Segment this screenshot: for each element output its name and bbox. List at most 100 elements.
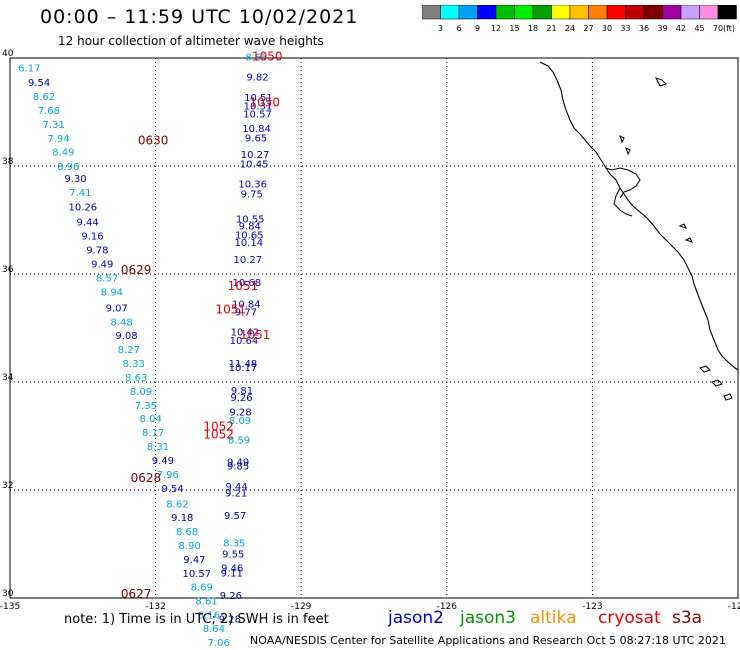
lat-tick-label: 32 bbox=[2, 481, 13, 491]
wave-height-value: 8.48 bbox=[110, 317, 132, 328]
wave-height-value: 8.27 bbox=[118, 345, 140, 356]
units-note: note: 1) Time is in UTC; 2) SWH is in fe… bbox=[64, 612, 329, 627]
legend-jason2: jason2 bbox=[388, 608, 444, 628]
wave-height-value: 9.81 bbox=[231, 386, 253, 397]
wave-height-value: 9.49 bbox=[227, 458, 249, 469]
wave-height-value: 9.21 bbox=[225, 488, 247, 499]
colorbar-swatch bbox=[514, 5, 534, 20]
channel-islands bbox=[678, 223, 733, 401]
colorbar-swatch bbox=[440, 5, 460, 20]
pass-time-label: 1051 bbox=[228, 279, 259, 293]
colorbar-tick-label: 70 bbox=[713, 24, 723, 33]
wave-height-value: 10.27 bbox=[241, 150, 270, 161]
wave-height-value: 7.41 bbox=[69, 188, 91, 199]
wave-height-value: 9.26 bbox=[230, 393, 252, 404]
wave-height-value: 10.42 bbox=[231, 328, 260, 339]
pass-time-label: 1052 bbox=[203, 428, 234, 442]
wave-height-value: 8.33 bbox=[123, 359, 145, 370]
colorbar-swatch bbox=[625, 5, 645, 20]
wave-height-value: 9.57 bbox=[224, 511, 246, 522]
wave-height-value: 8.69 bbox=[191, 582, 213, 593]
wave-height-value: 8.09 bbox=[130, 387, 152, 398]
wave-height-value: 9.65 bbox=[245, 134, 267, 145]
wave-height-value: 9.11 bbox=[221, 568, 243, 579]
colorbar-tick-label: 6 bbox=[456, 24, 461, 33]
wave-height-value: 8.59 bbox=[228, 436, 250, 447]
wave-height-value: 9.49 bbox=[152, 456, 174, 467]
credit-line: NOAA/NESDIS Center for Satellite Applica… bbox=[250, 634, 726, 647]
lat-tick-label: 34 bbox=[2, 373, 14, 383]
wave-height-value: 9.44 bbox=[226, 482, 248, 493]
san-francisco-bay bbox=[605, 167, 641, 217]
wave-height-value: 10.51 bbox=[244, 93, 273, 104]
pass-time-label: 1051 bbox=[216, 302, 247, 316]
wave-height-value: 10.14 bbox=[234, 238, 263, 249]
wave-height-value: 8.94 bbox=[101, 288, 123, 299]
colorbar-swatch bbox=[458, 5, 478, 20]
wave-height-value: 8.04 bbox=[140, 414, 162, 425]
wave-height-value: 9.84 bbox=[239, 222, 261, 233]
lat-tick-label: 38 bbox=[2, 157, 14, 167]
wave-height-value: 8.68 bbox=[176, 527, 198, 538]
wave-height-colorbar: 3 6 9 12 15 18 21 24 27 30 33 36 39 42 45 70 (ft) bbox=[422, 5, 737, 33]
wave-height-value: 9.46 bbox=[221, 564, 243, 575]
colorbar-tick-label: 30 bbox=[602, 24, 612, 33]
wave-height-value: 11.48 bbox=[229, 359, 258, 370]
lon-tick-label: -135 bbox=[0, 602, 20, 612]
wave-height-value: 9.54 bbox=[28, 78, 50, 89]
wave-height-value: 7.31 bbox=[43, 120, 65, 131]
wave-height-value: 8.35 bbox=[223, 539, 245, 550]
lon-tick-label: -120 bbox=[728, 602, 740, 612]
wave-height-value: 9.18 bbox=[171, 513, 193, 524]
wave-height-value: 8.61 bbox=[195, 596, 217, 607]
wave-height-value: 10.57 bbox=[243, 109, 272, 120]
colorbar-swatch bbox=[643, 5, 663, 20]
wave-height-value: 7.68 bbox=[38, 106, 60, 117]
wave-height-value: 9.28 bbox=[229, 407, 251, 418]
colorbar-swatch bbox=[569, 5, 589, 20]
wave-height-value: 7.94 bbox=[47, 134, 69, 145]
colorbar-swatch bbox=[588, 5, 608, 20]
wave-height-value: 10.84 bbox=[232, 299, 261, 310]
colorbar-swatch bbox=[717, 5, 737, 20]
wave-height-value: 10.64 bbox=[230, 336, 259, 347]
wave-height-value: 9.55 bbox=[222, 550, 244, 561]
colorbar-tick-label: 24 bbox=[565, 24, 575, 33]
lon-tick-label: -123 bbox=[582, 602, 602, 612]
lon-tick-label: -126 bbox=[437, 602, 458, 612]
colorbar-tick-label: 15 bbox=[509, 24, 519, 33]
pass-time-label: 0629 bbox=[121, 263, 152, 277]
coastline-detail-north bbox=[619, 77, 667, 156]
pass-time-label: 1052 bbox=[203, 420, 234, 434]
wave-height-value: 8.96 bbox=[57, 162, 79, 173]
colorbar-tick-label: 9 bbox=[475, 24, 480, 33]
pass-time-label: 0630 bbox=[138, 133, 169, 147]
wave-height-value: 9.77 bbox=[235, 308, 257, 319]
colorbar-swatch bbox=[606, 5, 626, 20]
colorbar-tick-label: 12 bbox=[491, 24, 501, 33]
wave-height-value: 9.82 bbox=[246, 73, 268, 84]
wave-height-value: 9.44 bbox=[77, 217, 99, 228]
wave-height-value: 10.31 bbox=[244, 101, 273, 112]
wave-height-value: 9.54 bbox=[161, 484, 183, 495]
lat-tick-label: 40 bbox=[2, 49, 14, 59]
wave-height-value: 8.49 bbox=[52, 148, 74, 159]
wave-height-value: 7.06 bbox=[208, 638, 230, 649]
legend-s3a: s3a bbox=[672, 608, 703, 628]
wave-height-value: 9.30 bbox=[64, 174, 86, 185]
map-title: 00:00 – 11:59 UTC 10/02/2021 bbox=[40, 6, 359, 28]
wave-height-value: 10.68 bbox=[233, 278, 262, 289]
colorbar-tick-label: 27 bbox=[583, 24, 593, 33]
colorbar-unit-label: (ft) bbox=[723, 24, 735, 33]
wave-height-observations: 6.17 9.54 8.62 7.68 7.31 7.94 8.49 8.969.30 7.41… bbox=[18, 53, 273, 649]
wave-height-value: 10.55 bbox=[236, 215, 265, 226]
axis-labels: -135 -132 -129 -126 -123 -120 30 32 34 36 38 40 bbox=[0, 49, 740, 612]
pass-time-label: 1050 bbox=[250, 96, 281, 110]
wave-height-value: 9.78 bbox=[86, 245, 108, 256]
colorbar-swatch bbox=[662, 5, 682, 20]
colorbar-swatch bbox=[422, 5, 441, 20]
map-subtitle: 12 hour collection of altimeter wave hei… bbox=[58, 34, 324, 48]
wave-height-value: 8.57 bbox=[96, 274, 118, 285]
lat-tick-label: 36 bbox=[2, 265, 14, 275]
wave-height-value: 10.65 bbox=[235, 230, 264, 241]
